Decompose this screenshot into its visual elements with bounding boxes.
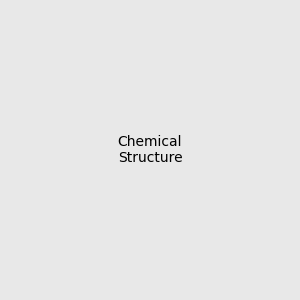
Text: Chemical
Structure: Chemical Structure [118, 135, 182, 165]
